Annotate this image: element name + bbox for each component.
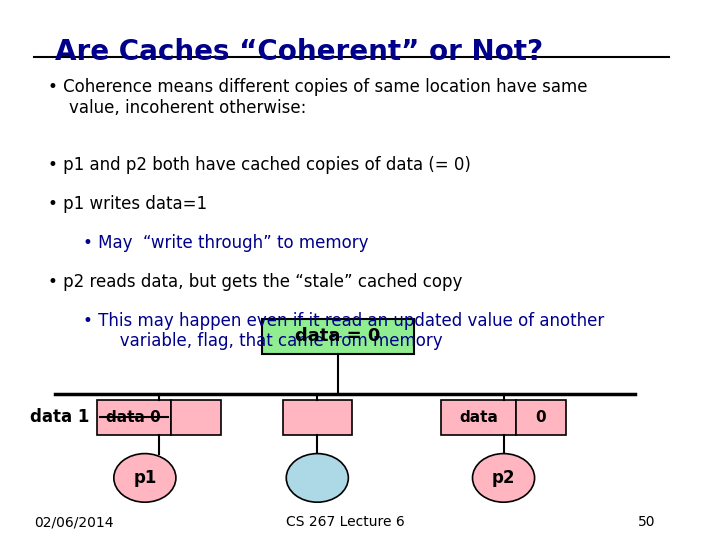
Circle shape [287,454,348,502]
Text: p2: p2 [492,469,516,487]
Text: 0: 0 [536,410,546,424]
Text: • p1 and p2 both have cached copies of data (= 0): • p1 and p2 both have cached copies of d… [48,156,471,174]
Text: • Coherence means different copies of same location have same
    value, incoher: • Coherence means different copies of sa… [48,78,588,117]
Circle shape [472,454,534,502]
Text: data 1: data 1 [30,408,90,426]
Text: • p2 reads data, but gets the “stale” cached copy: • p2 reads data, but gets the “stale” ca… [48,273,463,291]
Text: CS 267 Lecture 6: CS 267 Lecture 6 [286,515,404,529]
Text: • This may happen even if it read an updated value of another
       variable, f: • This may happen even if it read an upd… [83,312,604,350]
Text: 50: 50 [638,515,655,529]
Text: • May  “write through” to memory: • May “write through” to memory [83,234,368,252]
Text: data: data [459,410,498,424]
Text: data = 0: data = 0 [295,327,381,345]
Text: • p1 writes data=1: • p1 writes data=1 [48,195,207,213]
FancyBboxPatch shape [171,400,221,435]
FancyBboxPatch shape [283,400,352,435]
FancyBboxPatch shape [441,400,516,435]
Text: data 0: data 0 [107,410,161,424]
Text: p1: p1 [133,469,156,487]
Text: 02/06/2014: 02/06/2014 [35,515,114,529]
FancyBboxPatch shape [516,400,566,435]
Circle shape [114,454,176,502]
Text: Are Caches “Coherent” or Not?: Are Caches “Coherent” or Not? [55,38,544,66]
FancyBboxPatch shape [262,319,414,354]
FancyBboxPatch shape [96,400,171,435]
